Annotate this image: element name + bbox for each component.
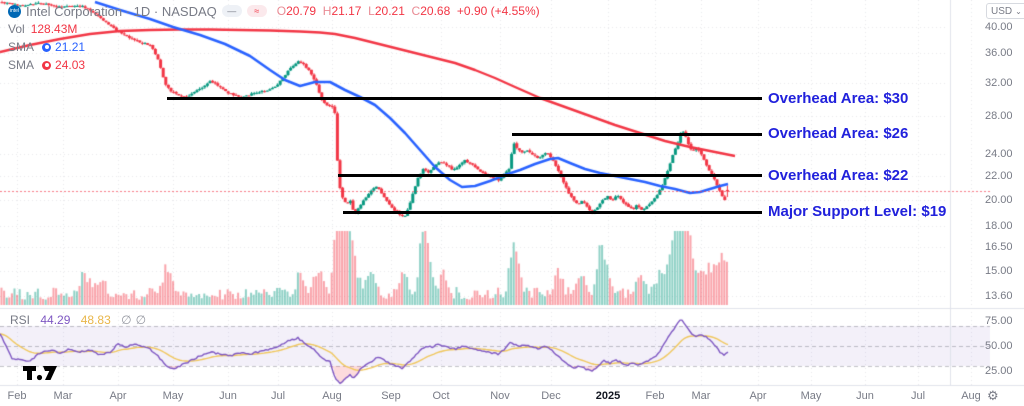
level-annotation-text[interactable]: Overhead Area: $26 (768, 125, 909, 143)
time-axis-label[interactable]: Aug (322, 390, 342, 402)
chevron-down-icon: ⌄ (1015, 6, 1022, 16)
price-tick-label: 40.00 (985, 21, 1013, 33)
time-axis-label[interactable]: 2025 (595, 390, 621, 402)
level-annotation-text[interactable]: Overhead Area: $30 (768, 89, 909, 107)
toggle-visibility-button[interactable]: — (221, 5, 242, 17)
sma-slow-value: 24.03 (55, 58, 86, 72)
low-value: 20.21 (374, 4, 405, 18)
level-annotation-text[interactable]: Major Support Level: $19 (768, 203, 947, 221)
rsi-label: RSI (10, 313, 31, 327)
time-axis-label[interactable]: Mar (53, 390, 73, 402)
level-annotation-text[interactable]: Overhead Area: $22 (768, 166, 909, 184)
price-tick-label: 36.00 (985, 47, 1013, 60)
time-axis-label[interactable]: Sep (381, 390, 401, 402)
intel-logo-icon: intel (8, 4, 21, 18)
toggle-indicator-button[interactable]: ≈ (246, 5, 267, 17)
time-axis-label[interactable]: Jul (270, 390, 286, 402)
time-axis-label[interactable]: May (800, 390, 822, 402)
rsi-legend[interactable]: RSI 44.29 48.83 ∅∅ (10, 313, 150, 327)
price-tick-label: 22.00 (985, 169, 1013, 182)
rsi-tick-label: 25.00 (985, 365, 1013, 377)
time-axis-label[interactable]: Jun (219, 390, 237, 402)
price-tick-label: 20.00 (985, 193, 1013, 206)
time-axis-label[interactable]: Apr (749, 390, 767, 402)
rsi-ma-value: 48.83 (80, 313, 111, 327)
volume-row[interactable]: Vol 128.43M (8, 21, 540, 37)
support-resistance-line[interactable] (512, 132, 762, 136)
price-tick-label: 18.00 (985, 219, 1013, 232)
volume-label: Vol (8, 22, 25, 36)
time-axis-label[interactable]: Nov (490, 390, 510, 402)
symbol-row[interactable]: intel Intel Corporation · 1D · NASDAQ — … (8, 3, 540, 19)
sma-slow-row[interactable]: SMA 24.03 (8, 57, 540, 73)
open-value: 20.79 (286, 4, 317, 18)
price-tick-label: 24.00 (985, 148, 1013, 161)
sma-fast-value: 21.21 (55, 40, 86, 54)
price-tick-label: 13.60 (985, 289, 1013, 302)
price-tick-label: 28.00 (985, 109, 1013, 122)
time-axis-label[interactable]: Mar (691, 390, 711, 402)
currency-selector[interactable]: USD ⌄ (986, 3, 1024, 19)
time-axis-label[interactable]: Apr (109, 390, 127, 402)
tradingview-logo[interactable] (22, 364, 58, 382)
sma-label: SMA (8, 40, 35, 54)
rsi-tick-label: 50.00 (985, 340, 1013, 352)
time-axis-label[interactable]: Jun (856, 390, 874, 402)
rsi-placeholder-icons: ∅∅ (121, 313, 151, 327)
support-resistance-line[interactable] (343, 210, 762, 214)
time-axis-label[interactable]: Aug (961, 390, 981, 402)
time-axis-label[interactable]: Feb (7, 390, 27, 402)
sma-label: SMA (8, 58, 35, 72)
gear-icon[interactable]: ⚙ (987, 388, 999, 403)
high-value: 21.17 (331, 4, 362, 18)
sma-source-icon[interactable] (42, 42, 52, 52)
change-value: +0.90 (+4.55%) (456, 4, 540, 18)
sma-source-icon[interactable] (42, 60, 52, 70)
ohlc-values: O20.79 H21.17 L20.21 C20.68 +0.90 (+4.55… (276, 4, 540, 18)
time-axis-label[interactable]: May (162, 390, 184, 402)
time-axis-label[interactable]: Dec (541, 390, 561, 402)
rsi-value: 44.29 (40, 313, 71, 327)
price-tick-label: 16.50 (985, 241, 1013, 254)
volume-value: 128.43M (30, 22, 78, 36)
time-axis-label[interactable]: Jul (910, 390, 926, 402)
close-value: 20.68 (420, 4, 451, 18)
time-axis-label[interactable]: Feb (645, 390, 665, 402)
time-axis-label[interactable]: Oct (432, 390, 450, 402)
price-tick-label: 32.00 (985, 76, 1013, 89)
support-resistance-line[interactable] (338, 174, 762, 178)
rsi-tick-label: 75.00 (985, 315, 1013, 327)
price-tick-label: 15.00 (985, 265, 1013, 278)
support-resistance-line[interactable] (167, 97, 762, 101)
currency-label: USD (991, 5, 1013, 17)
symbol-title[interactable]: Intel Corporation · 1D · NASDAQ (26, 3, 217, 19)
sma-fast-row[interactable]: SMA 21.21 (8, 39, 540, 55)
chart-legend: intel Intel Corporation · 1D · NASDAQ — … (8, 3, 540, 75)
